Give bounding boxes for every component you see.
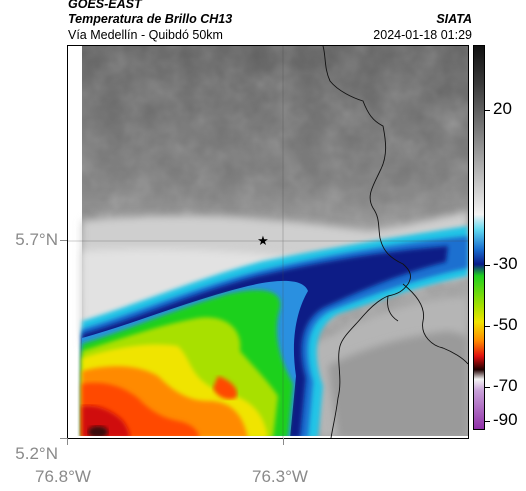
organization-label: SIATA <box>436 12 472 26</box>
lat-tick <box>60 438 67 439</box>
colorbar-gradient <box>474 46 484 429</box>
lat-label-5.2: 5.2°N <box>15 444 58 463</box>
colorbar-tick <box>485 265 490 266</box>
lat-tick <box>60 240 67 241</box>
title-satellite: GOES-EAST <box>68 0 142 11</box>
colorbar-tick <box>485 387 490 388</box>
timestamp: 2024-01-18 01:29 <box>373 28 472 42</box>
colorbar-label-minus90: -90 <box>493 410 518 429</box>
lon-tick <box>67 438 68 445</box>
map-panel[interactable]: ★ <box>67 45 469 439</box>
administrative-borders <box>322 46 468 438</box>
lon-label-76.8: 76.8°W <box>35 467 91 486</box>
star-icon: ★ <box>257 234 269 249</box>
title-product: Temperatura de Brillo CH13 <box>68 12 233 26</box>
colorbar-tick <box>485 326 490 327</box>
lon-label-76.3: 76.3°W <box>252 467 308 486</box>
colorbar-label-minus50: -50 <box>493 315 518 334</box>
colorbar-tick <box>485 110 490 111</box>
colorbar <box>473 45 485 430</box>
colorbar-label-20: 20 <box>493 99 512 118</box>
lon-tick <box>283 438 284 445</box>
colorbar-label-minus30: -30 <box>493 254 518 273</box>
colorbar-tick <box>485 421 490 422</box>
graticule <box>68 46 468 438</box>
subtitle-region: Vía Medellín - Quibdó 50km <box>68 28 223 42</box>
brightness-temperature-map: ★ <box>68 46 468 438</box>
colorbar-label-minus70: -70 <box>493 376 518 395</box>
data-area <box>68 46 468 438</box>
lat-label-5.7: 5.7°N <box>15 230 58 249</box>
